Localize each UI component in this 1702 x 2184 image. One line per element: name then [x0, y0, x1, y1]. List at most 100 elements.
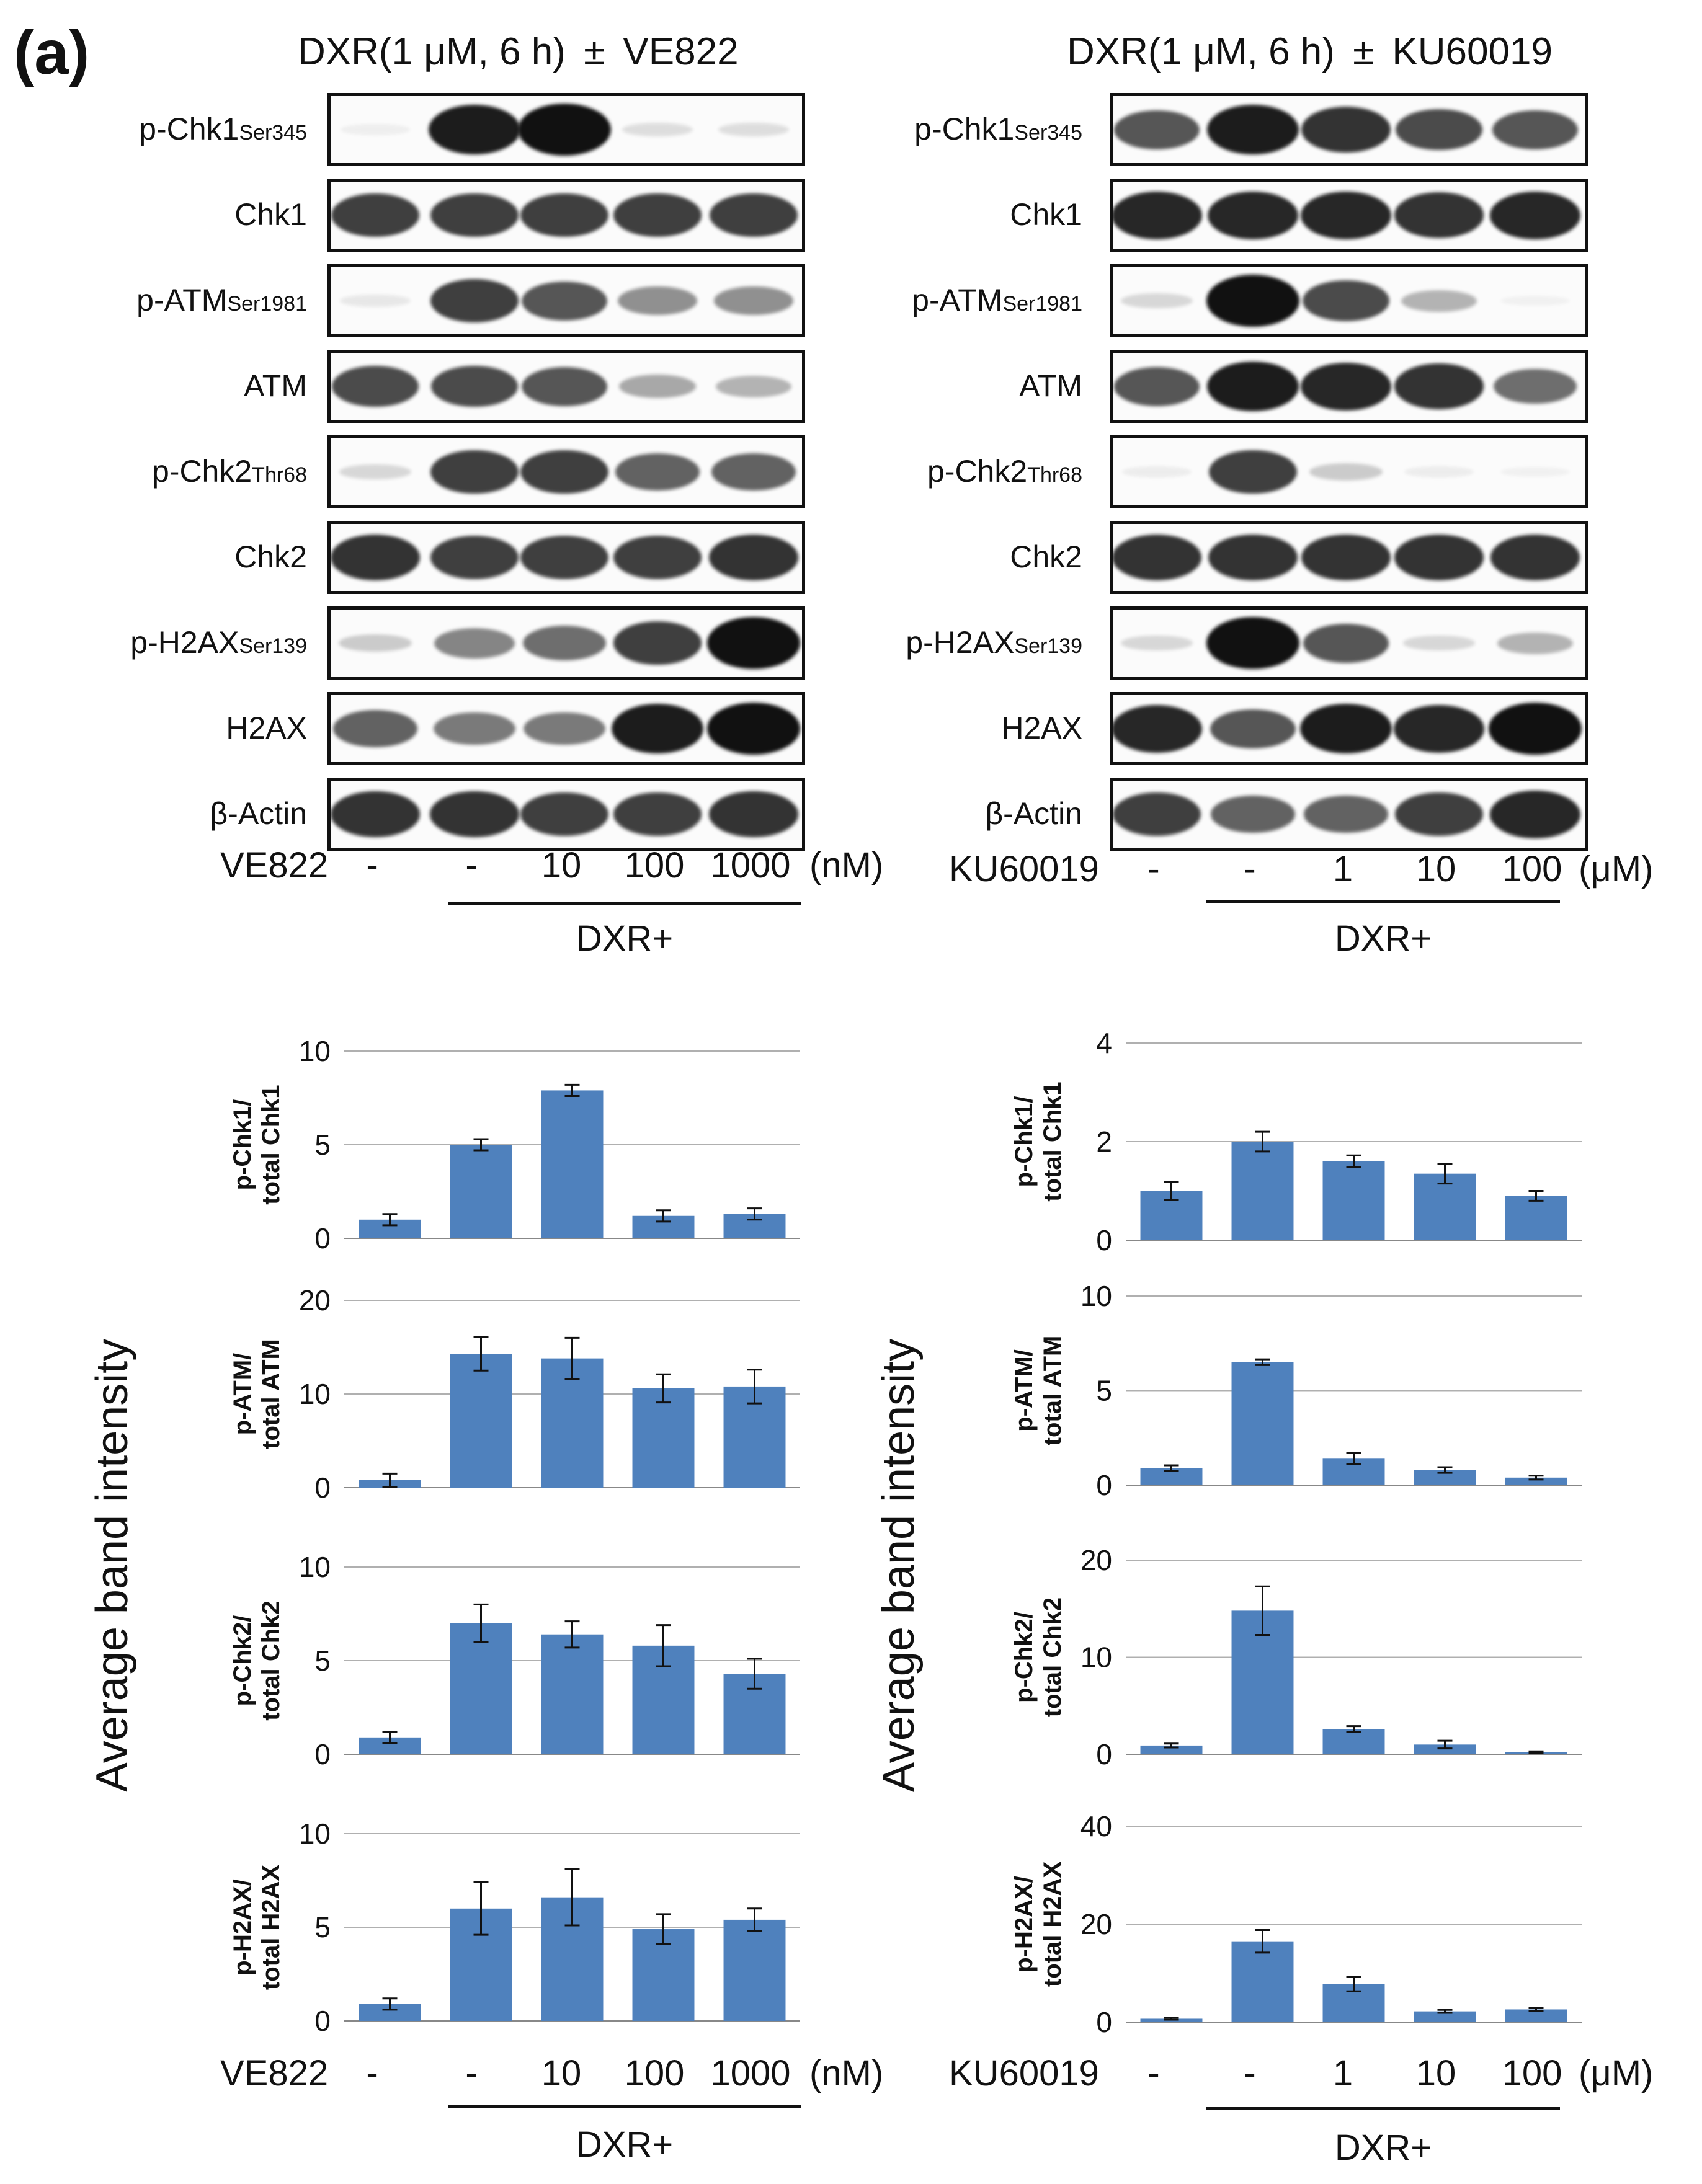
protein-band — [434, 628, 515, 659]
chart-y-label: p-ATM/total ATM — [229, 1339, 285, 1449]
protein-band — [1210, 709, 1296, 748]
chart-y-label-line2: total ATM — [257, 1339, 285, 1449]
protein-band — [1300, 703, 1392, 754]
bar — [632, 1388, 695, 1488]
condition-value: 10 — [541, 2053, 582, 2093]
condition-value: - — [366, 845, 378, 886]
blot-membrane-strip — [1110, 778, 1588, 851]
blot-row-label: p-H2AXSer139 — [906, 624, 1082, 660]
y-tick-label: 0 — [1096, 1224, 1112, 1256]
blot-membrane-strip — [327, 435, 805, 508]
blot-row-label: p-Chk1Ser345 — [139, 111, 307, 147]
blot-membrane-strip — [1110, 350, 1588, 423]
protein-band — [339, 464, 411, 480]
chart-y-label-line2: total Chk2 — [1039, 1597, 1066, 1717]
blot-membrane-strip — [1110, 93, 1588, 166]
condition-value: 1 — [1332, 849, 1353, 889]
blot-row-label: p-Chk1Ser345 — [914, 111, 1082, 147]
protein-band — [1404, 466, 1474, 478]
protein-band — [434, 712, 515, 745]
chart-y-label: p-Chk1/total Chk1 — [1010, 1081, 1066, 1201]
protein-band — [709, 791, 798, 837]
protein-band — [1114, 110, 1200, 149]
chart-y-label-line1: p-H2AX/ — [229, 1879, 256, 1976]
blot-phospho-site: Thr68 — [1027, 463, 1082, 487]
left-blot-title: DXR(1 μM, 6 h) ± VE822 — [298, 30, 739, 74]
chart-y-label-line1: p-H2AX/ — [1010, 1876, 1038, 1973]
bar — [1140, 1745, 1203, 1754]
protein-band — [524, 712, 605, 745]
protein-band — [430, 536, 519, 579]
blot-protein-name: H2AX — [226, 711, 307, 745]
bar — [1231, 1941, 1294, 2022]
y-tick-label: 5 — [1096, 1375, 1112, 1407]
dxr-bracket-line — [1206, 2107, 1560, 2110]
blot-row-label: Chk1 — [1010, 197, 1082, 233]
right-blot-title: DXR(1 μM, 6 h) ± KU60019 — [1067, 30, 1553, 74]
protein-band — [331, 791, 420, 837]
protein-band — [340, 295, 411, 307]
protein-band — [331, 535, 420, 580]
protein-band — [1304, 796, 1388, 833]
protein-band — [612, 703, 703, 754]
protein-band — [1208, 535, 1298, 580]
y-tick-label: 0 — [314, 1738, 331, 1770]
condition-value: 10 — [1415, 849, 1456, 889]
blot-protein-name: ATM — [244, 368, 307, 403]
protein-band — [1113, 704, 1202, 753]
y-tick-label: 10 — [299, 1818, 331, 1850]
condition-value: 100 — [1502, 2053, 1562, 2093]
condition-value: 1000 — [710, 845, 791, 886]
blot-row-label: Chk2 — [234, 539, 307, 575]
blot-membrane-strip — [327, 692, 805, 765]
protein-band — [709, 535, 798, 580]
blot-membrane-strip — [1110, 521, 1588, 594]
protein-band — [1211, 796, 1295, 833]
condition-value: - — [1147, 849, 1160, 889]
protein-band — [1114, 366, 1200, 406]
left-title-pm: ± — [584, 30, 605, 73]
protein-band — [1394, 192, 1484, 238]
right-title-pm: ± — [1353, 30, 1375, 73]
drug-label: KU60019 — [949, 849, 1099, 889]
protein-band — [431, 365, 518, 407]
protein-band — [1301, 107, 1391, 153]
drug-label: VE822 — [220, 2053, 329, 2093]
blot-phospho-site: Ser345 — [239, 121, 307, 144]
y-tick-label: 5 — [314, 1911, 331, 1943]
bar — [450, 1145, 512, 1238]
blot-phospho-site: Ser139 — [239, 634, 307, 658]
y-tick-label: 20 — [1080, 1544, 1112, 1576]
blot-row-label: β-Actin — [210, 796, 307, 832]
blot-row-label: p-Chk2Thr68 — [152, 453, 307, 489]
blot-row-label: Chk1 — [234, 197, 307, 233]
dxr-label: DXR+ — [576, 2124, 674, 2165]
unit-label: (μM) — [1579, 849, 1654, 889]
blot-protein-name: p-Chk1 — [139, 112, 239, 146]
chart-y-label: p-H2AX/total H2AX — [229, 1865, 285, 1991]
condition-value: - — [1147, 2053, 1160, 2093]
bar — [1505, 2009, 1567, 2022]
condition-value: 100 — [624, 845, 685, 886]
blot-membrane-strip — [327, 264, 805, 337]
protein-band — [1490, 790, 1580, 838]
y-tick-label: 0 — [314, 2005, 331, 2037]
protein-band — [430, 193, 519, 237]
blot-phospho-site: Thr68 — [252, 463, 307, 487]
condition-value: 10 — [1415, 2053, 1456, 2093]
condition-value: - — [366, 2053, 378, 2093]
y-tick-label: 10 — [1080, 1641, 1112, 1674]
protein-band — [613, 536, 702, 579]
protein-band — [1500, 295, 1570, 306]
blot-row-label: ATM — [244, 368, 307, 404]
protein-band — [1395, 792, 1483, 836]
blot-membrane-strip — [327, 93, 805, 166]
protein-band — [429, 104, 520, 155]
protein-band — [430, 279, 519, 322]
bar — [1505, 1196, 1567, 1240]
blot-protein-name: H2AX — [1001, 711, 1082, 745]
blot-protein-name: p-Chk2 — [151, 454, 252, 489]
bar — [723, 1919, 786, 2021]
protein-band — [1121, 466, 1192, 478]
chart-y-label-line1: p-Chk2/ — [1010, 1612, 1038, 1703]
